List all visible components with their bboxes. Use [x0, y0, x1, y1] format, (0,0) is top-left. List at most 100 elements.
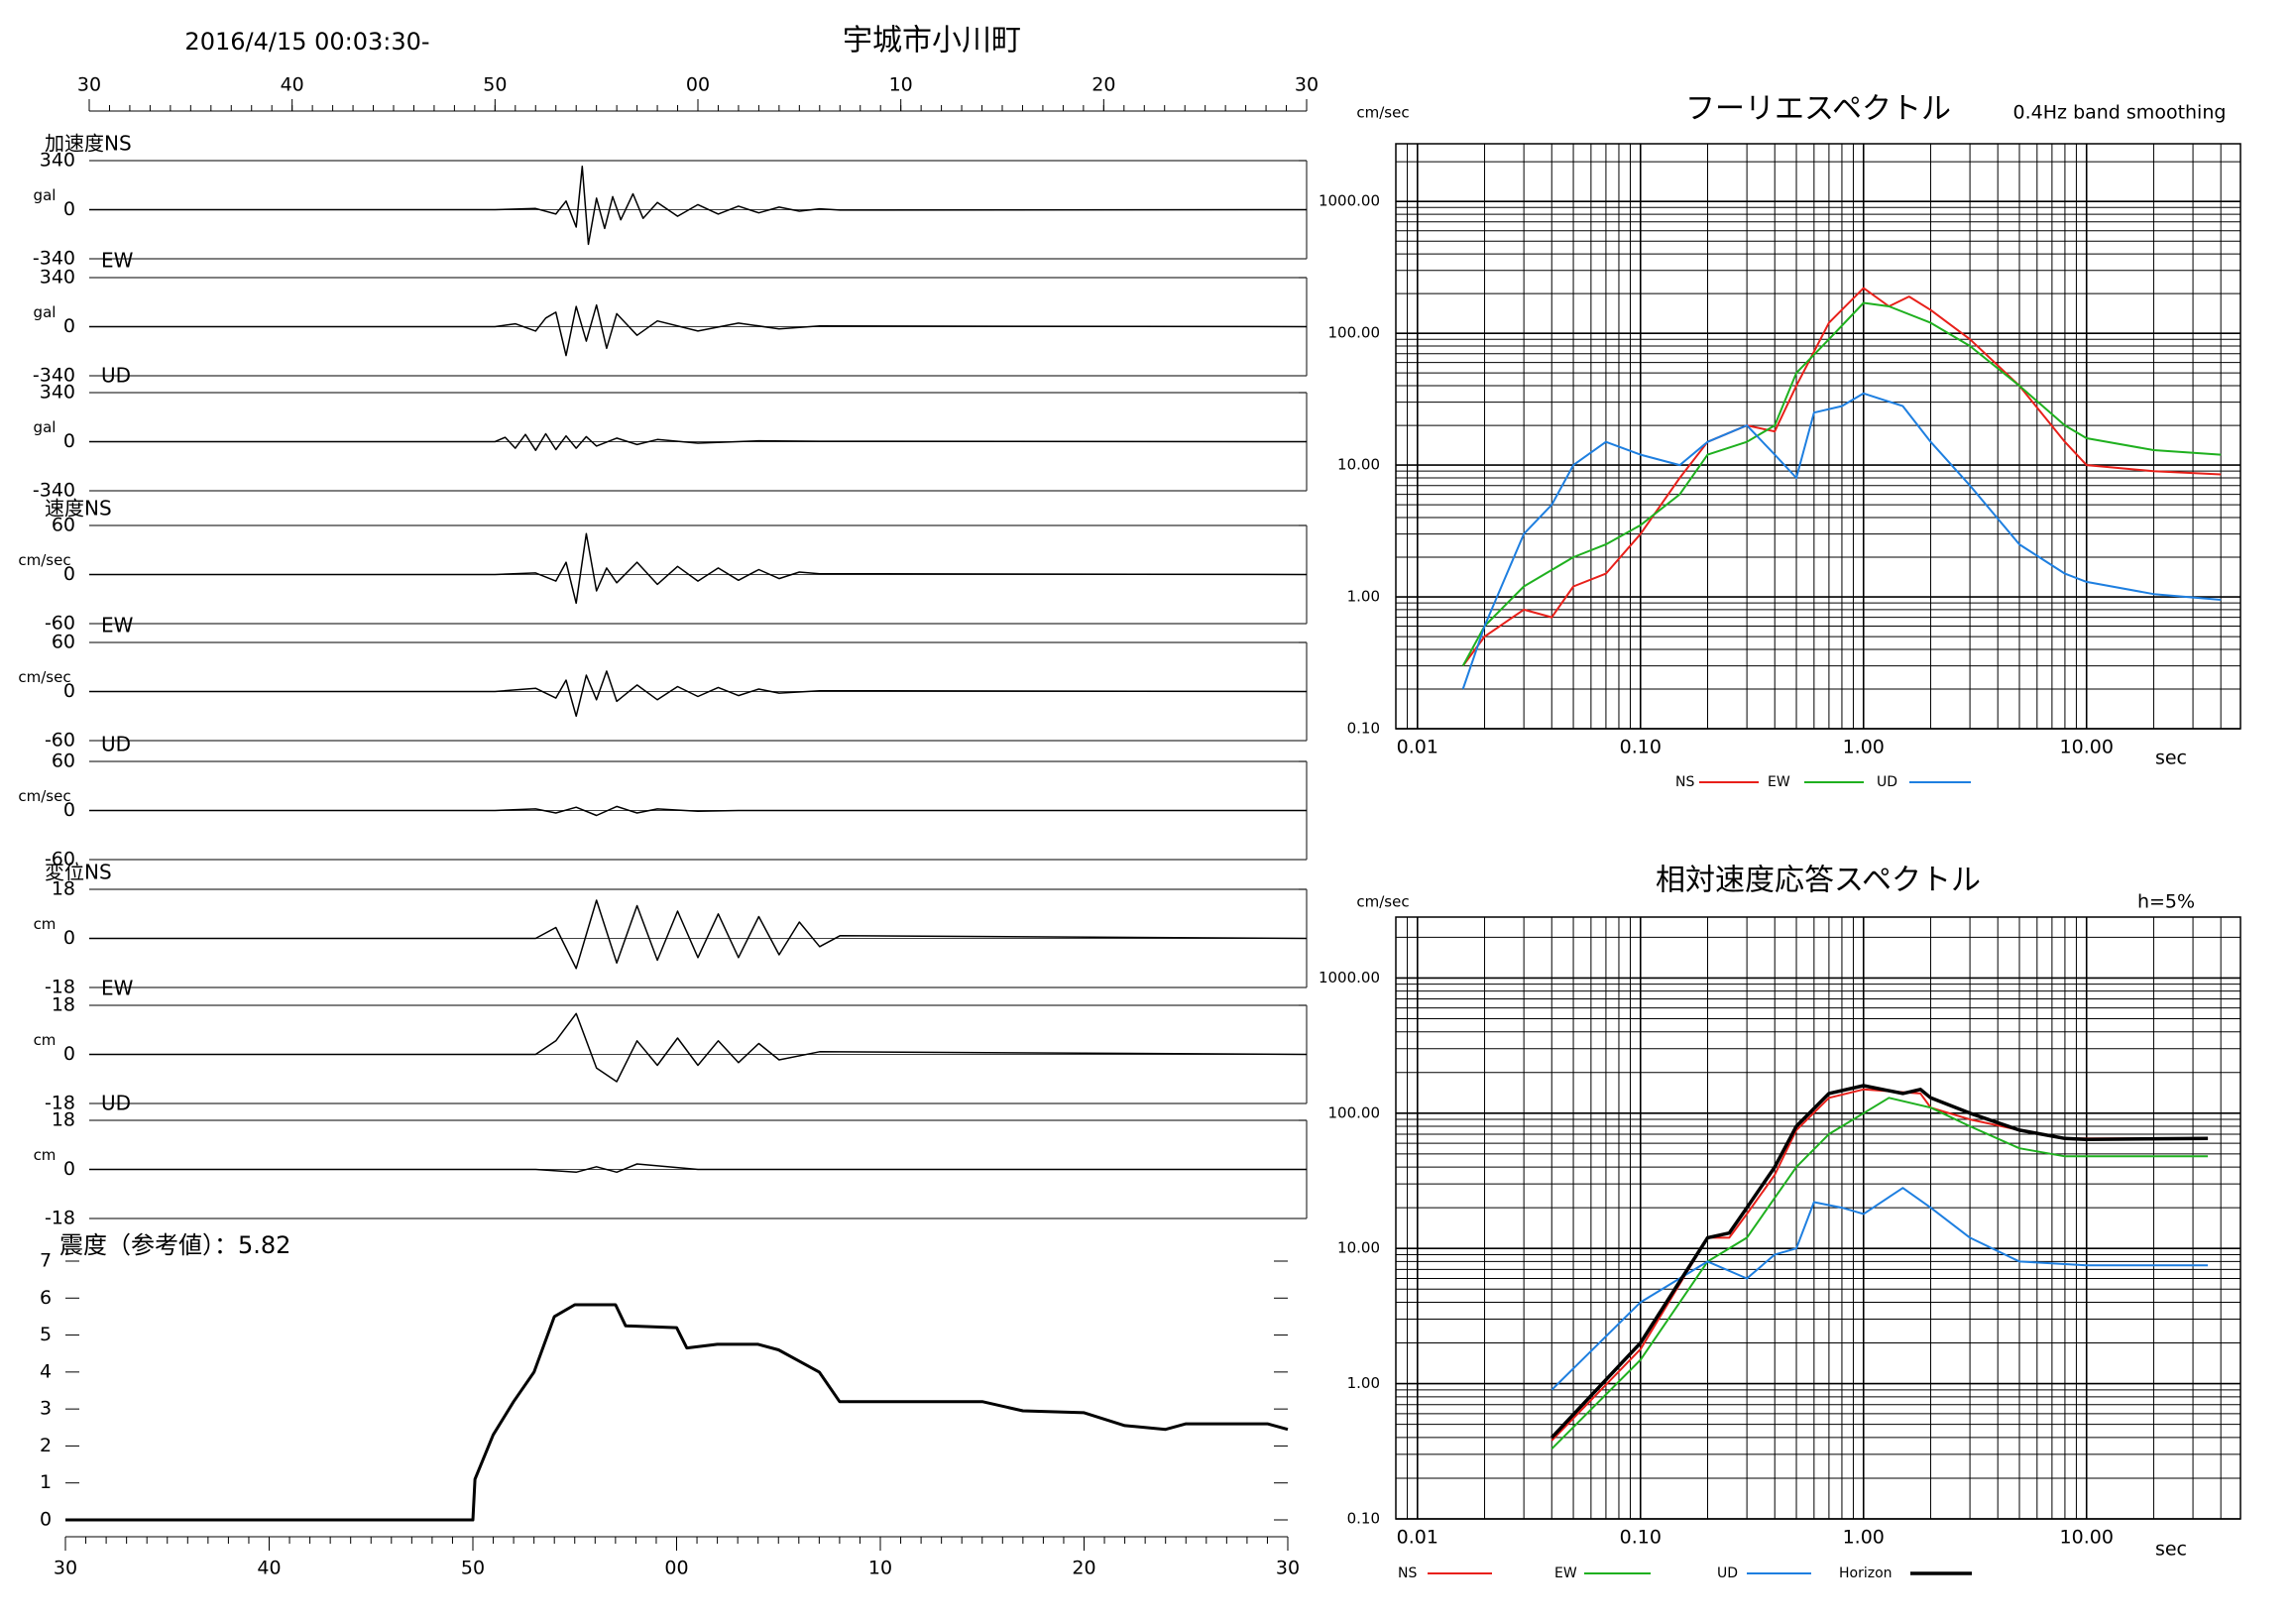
panel-label: 加速度NS — [45, 132, 132, 156]
y-tick-label: 3 — [40, 1398, 52, 1420]
x-tick-label: 50 — [461, 1558, 485, 1579]
y-tick-label: 340 — [40, 150, 75, 172]
chart-title: フーリエスペクトル — [1685, 92, 1951, 127]
chart-note: 0.4Hz band smoothing — [2013, 102, 2227, 124]
x-tick-label: 00 — [686, 74, 710, 96]
waveform — [89, 670, 1308, 718]
series-line — [1461, 301, 2222, 667]
panel-label: EW — [101, 249, 134, 273]
plot-frame — [1395, 143, 2241, 730]
x-tick-label: 10 — [868, 1558, 892, 1579]
legend-label: UD — [1877, 774, 1897, 790]
x-tick-label: 10.00 — [2060, 1527, 2114, 1549]
y-tick-label: -60 — [45, 730, 75, 752]
y-tick-label: 0 — [63, 198, 75, 220]
legend-label: EW — [1768, 774, 1790, 790]
y-tick-label: 340 — [40, 382, 75, 404]
x-tick-label: 0.01 — [1397, 1527, 1438, 1549]
series-line — [1550, 1187, 2209, 1391]
y-tick-label: -18 — [45, 1208, 75, 1229]
y-tick-label: 0 — [40, 1509, 52, 1531]
panel-label: UD — [101, 733, 131, 756]
x-tick-label: 30 — [54, 1558, 77, 1579]
x-tick-label: 30 — [1276, 1558, 1300, 1579]
unit: cm — [34, 1146, 57, 1164]
y-tick-label: 0 — [63, 315, 75, 337]
intensity-line — [65, 1303, 1289, 1522]
y-tick-label: 18 — [52, 994, 75, 1016]
x-tick-label: 20 — [1072, 1558, 1095, 1579]
y-tick-label: -340 — [33, 248, 75, 270]
y-tick-label: 0 — [63, 680, 75, 702]
y-tick-label: 1.00 — [1347, 588, 1380, 606]
y-tick-label: 60 — [52, 515, 75, 536]
unit: cm/sec — [18, 551, 70, 569]
unit: cm/sec — [18, 787, 70, 805]
y-tick-label: 0 — [63, 1043, 75, 1065]
waveform — [89, 1012, 1308, 1083]
panel-label: EW — [101, 614, 134, 638]
series-line — [1461, 287, 2222, 667]
y-tick-label: 7 — [40, 1250, 52, 1272]
y-tick-label: 100.00 — [1328, 324, 1381, 342]
y-tick-label: 340 — [40, 267, 75, 289]
y-tick-label: 1000.00 — [1319, 969, 1380, 986]
y-tick-label: -60 — [45, 613, 75, 635]
y-tick-label: 10.00 — [1337, 456, 1380, 474]
x-unit: sec — [2155, 748, 2187, 769]
x-tick-label: 50 — [483, 74, 507, 96]
y-tick-label: -18 — [45, 977, 75, 998]
legend-label: EW — [1554, 1565, 1577, 1581]
unit: gal — [34, 186, 57, 204]
x-tick-label: 0.10 — [1620, 737, 1662, 758]
y-tick-label: 100.00 — [1328, 1103, 1381, 1121]
y-tick-label: 1000.00 — [1319, 192, 1380, 210]
y-tick-label: 0.10 — [1347, 720, 1380, 738]
y-tick-label: 2 — [40, 1435, 52, 1456]
waveform — [89, 303, 1308, 357]
x-tick-label: 0.01 — [1397, 737, 1438, 758]
waveform — [89, 899, 1308, 970]
panel-label: 変位NS — [45, 861, 112, 884]
y-tick-label: 1 — [40, 1471, 52, 1493]
y-tick-label: 6 — [40, 1287, 52, 1309]
unit: cm/sec — [18, 668, 70, 686]
x-tick-label: 40 — [281, 74, 304, 96]
chart-title: 震度（参考値）：5.82 — [59, 1231, 290, 1259]
date: 2016/4/15 00:03:30- — [184, 28, 429, 56]
legend-label: NS — [1398, 1565, 1417, 1581]
y-tick-label: -18 — [45, 1093, 75, 1114]
y-tick-label: -340 — [33, 365, 75, 387]
panel-label: UD — [101, 364, 131, 388]
y-unit: cm/sec — [1356, 893, 1409, 911]
waveform — [89, 532, 1308, 605]
y-unit: cm/sec — [1356, 104, 1409, 122]
waveform — [89, 432, 1308, 451]
series-line — [1461, 392, 2222, 690]
y-tick-label: -340 — [33, 480, 75, 502]
legend-label: UD — [1717, 1565, 1738, 1581]
chart-title: 相対速度応答スペクトル — [1656, 864, 1981, 898]
series-line — [1550, 1097, 2209, 1450]
y-tick-label: 0 — [63, 927, 75, 949]
unit: gal — [34, 418, 57, 436]
x-tick-label: 00 — [664, 1558, 688, 1579]
y-tick-label: 0 — [63, 430, 75, 452]
waveform — [89, 166, 1308, 246]
y-tick-label: 4 — [40, 1360, 52, 1382]
y-tick-label: 60 — [52, 632, 75, 653]
plot-frame — [1395, 916, 2241, 1520]
unit: gal — [34, 303, 57, 321]
x-tick-label: 0.10 — [1620, 1527, 1662, 1549]
y-tick-label: 18 — [52, 878, 75, 900]
y-tick-label: -60 — [45, 849, 75, 870]
x-tick-label: 10 — [889, 74, 913, 96]
y-tick-label: 0 — [63, 799, 75, 821]
x-tick-label: 30 — [1295, 74, 1319, 96]
series-line — [1550, 1084, 2209, 1440]
y-tick-label: 18 — [52, 1109, 75, 1131]
waveform — [89, 805, 1307, 817]
unit: cm — [34, 915, 57, 933]
x-tick-label: 30 — [77, 74, 101, 96]
